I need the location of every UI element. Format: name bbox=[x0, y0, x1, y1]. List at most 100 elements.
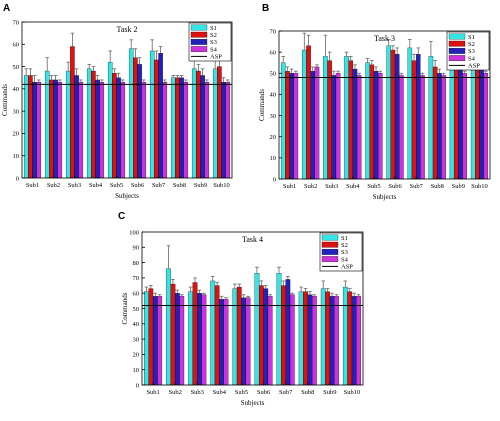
bar-s1-sub5 bbox=[107, 61, 113, 179]
bar-s3-sub10 bbox=[221, 82, 226, 179]
legend-swatch-s2 bbox=[190, 31, 208, 38]
chart-title: Task 3 bbox=[374, 34, 395, 43]
panel-c-letter: C bbox=[118, 211, 125, 222]
bar-s1-sub7 bbox=[407, 47, 413, 180]
x-tick-label: Sub8 bbox=[301, 389, 314, 396]
bar-s2-sub8 bbox=[432, 66, 438, 180]
bar-s4-sub9 bbox=[462, 73, 467, 180]
x-tick-label: Sub6 bbox=[388, 183, 402, 190]
bar-s3-sub3 bbox=[197, 293, 202, 386]
legend-label-s4: S4 bbox=[210, 46, 218, 53]
y-tick-label: 50 bbox=[13, 64, 20, 71]
bar-s1-sub10 bbox=[212, 68, 218, 179]
bar-s1-sub6 bbox=[254, 273, 260, 386]
bar-s4-sub1 bbox=[293, 73, 299, 180]
bar-s4-sub2 bbox=[314, 66, 320, 180]
y-tick-label: 70 bbox=[270, 28, 277, 35]
y-tick-label: 80 bbox=[133, 260, 140, 267]
x-tick-label: Sub3 bbox=[325, 183, 338, 190]
x-tick-label: Sub6 bbox=[257, 389, 271, 396]
bar-s1-sub7 bbox=[149, 50, 155, 179]
bar-s3-sub4 bbox=[352, 68, 358, 180]
bar-s1-sub6 bbox=[386, 45, 391, 180]
legend-label-s3: S3 bbox=[210, 39, 217, 46]
bar-s3-sub10 bbox=[351, 296, 357, 386]
legend-label-s2: S2 bbox=[210, 32, 217, 39]
bar-s2-sub9 bbox=[453, 62, 459, 180]
bar-s1-sub3 bbox=[323, 56, 328, 180]
y-tick-label: 10 bbox=[13, 153, 20, 160]
x-tick-label: Sub8 bbox=[431, 183, 444, 190]
bar-s1-sub2 bbox=[302, 49, 307, 180]
y-tick-label: 60 bbox=[270, 49, 277, 56]
y-tick-label: 50 bbox=[270, 71, 277, 78]
x-tick-label: Sub9 bbox=[452, 183, 465, 190]
bar-s4-sub7 bbox=[420, 75, 425, 180]
legend-label-s4: S4 bbox=[468, 55, 476, 62]
bar-s1-sub2 bbox=[166, 268, 171, 386]
y-tick-label: 40 bbox=[13, 86, 20, 93]
bar-s1-sub7 bbox=[276, 273, 282, 386]
legend-label-asp: ASP bbox=[341, 264, 353, 271]
legend-swatch-s4 bbox=[190, 46, 208, 52]
y-axis-label: Commands bbox=[258, 89, 266, 121]
x-tick-label: Sub3 bbox=[68, 182, 81, 189]
bar-s4-sub8 bbox=[441, 75, 446, 180]
bar-s4-sub3 bbox=[335, 73, 341, 180]
x-axis-label: Subjects bbox=[241, 399, 265, 407]
bar-s2-sub6 bbox=[133, 57, 138, 179]
bar-s2-sub5 bbox=[369, 64, 375, 180]
bar-s3-sub3 bbox=[74, 75, 79, 179]
bar-s4-sub2 bbox=[179, 296, 185, 386]
y-tick-label: 70 bbox=[133, 275, 140, 282]
bar-s1-sub6 bbox=[128, 48, 134, 179]
bar-s1-sub2 bbox=[44, 70, 50, 179]
x-tick-label: Sub10 bbox=[471, 183, 488, 190]
bar-s4-sub3 bbox=[201, 294, 207, 386]
y-tick-label: 40 bbox=[270, 92, 277, 99]
plot-frame bbox=[21, 21, 233, 179]
legend-label-asp: ASP bbox=[210, 54, 222, 61]
x-tick-label: Sub3 bbox=[191, 389, 204, 396]
legend-swatch-s1 bbox=[190, 24, 208, 31]
y-axis-label: Commands bbox=[1, 84, 9, 116]
bar-s1-sub5 bbox=[232, 288, 238, 386]
x-tick-label: Sub1 bbox=[283, 183, 296, 190]
legend-swatch-s2 bbox=[448, 40, 466, 47]
bar-s2-sub8 bbox=[175, 77, 180, 179]
bar-s3-sub2 bbox=[174, 293, 180, 386]
bar-s2-sub4 bbox=[91, 70, 96, 179]
legend-label-s3: S3 bbox=[341, 249, 348, 256]
x-tick-label: Sub4 bbox=[89, 182, 103, 189]
bar-s3-sub4 bbox=[95, 79, 100, 179]
y-tick-label: 30 bbox=[13, 108, 20, 115]
bar-s4-sub1 bbox=[157, 296, 163, 386]
bar-s2-sub1 bbox=[28, 75, 33, 179]
bar-s3-sub7 bbox=[415, 54, 421, 180]
bar-s2-sub3 bbox=[192, 282, 198, 386]
chart-panel-c: 0 10 20 30 40 50 60 70 80 90 100 Sub1 Sub2 Sub3 Sub4 Su… bbox=[121, 229, 364, 407]
y-tick-label: 0 bbox=[16, 175, 19, 182]
bar-s3-sub10 bbox=[479, 68, 484, 180]
bar-s3-sub7 bbox=[285, 279, 291, 386]
legend-label-s3: S3 bbox=[468, 48, 475, 55]
legend-label-asp: ASP bbox=[468, 63, 480, 70]
bar-s2-sub1 bbox=[148, 288, 154, 386]
bar-s2-sub2 bbox=[49, 79, 54, 179]
bar-s2-sub7 bbox=[154, 59, 159, 179]
y-tick-label: 0 bbox=[136, 382, 139, 389]
y-tick-label: 20 bbox=[13, 131, 20, 138]
y-tick-label: 70 bbox=[13, 19, 20, 26]
bar-s2-sub7 bbox=[281, 285, 286, 386]
bar-s4-sub10 bbox=[356, 296, 361, 386]
y-tick-label: 30 bbox=[270, 113, 277, 120]
y-tick-label: 90 bbox=[133, 245, 140, 252]
bar-s1-sub9 bbox=[191, 68, 197, 179]
bar-s4-sub8 bbox=[312, 296, 317, 386]
panel-a-letter: A bbox=[3, 3, 10, 14]
bar-s1-sub3 bbox=[65, 70, 71, 179]
